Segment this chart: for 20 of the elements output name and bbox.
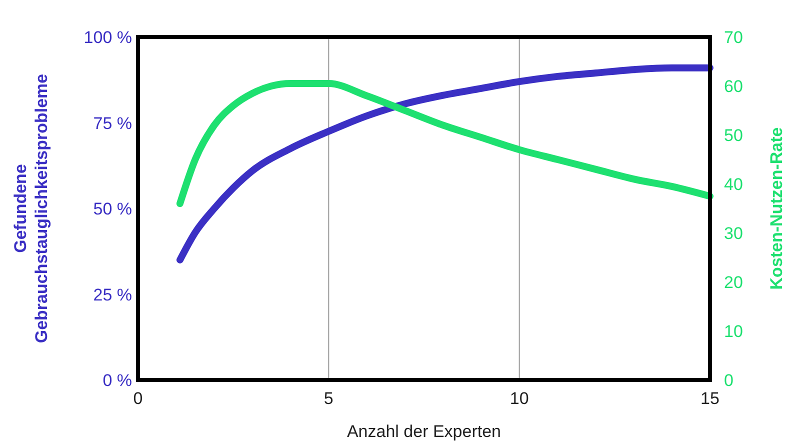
y2-tick-label: 20 — [724, 273, 743, 292]
x-tick-label: 10 — [510, 389, 529, 408]
x-tick-label: 5 — [324, 389, 334, 408]
y2-tick-label: 40 — [724, 175, 743, 194]
x-axis-title: Anzahl der Experten — [346, 422, 502, 441]
x-tick-label: 15 — [700, 389, 720, 408]
x-tick-label: 0 — [133, 389, 143, 408]
y-tick-label: 50 % — [93, 200, 132, 218]
y-tick-label: 0 % — [102, 371, 132, 390]
y2-tick-label: 10 — [724, 322, 743, 341]
y-tick-label: 100 % — [84, 28, 132, 47]
y2-tick-label: 30 — [724, 224, 743, 243]
y2-tick-label: 70 — [724, 28, 743, 47]
y2-tick-label: 0 — [724, 371, 734, 390]
y2-axis-title: Kosten-Nutzen-Rate — [767, 127, 786, 290]
y2-tick-label: 60 — [724, 77, 743, 96]
y2-tick-label: 50 — [724, 126, 743, 145]
y-axis-title: Gefundene Gebrauchstauglichkeitsprobleme — [11, 74, 51, 344]
y-tick-label: 75 % — [93, 114, 132, 133]
y-tick-label: 25 % — [93, 285, 132, 304]
